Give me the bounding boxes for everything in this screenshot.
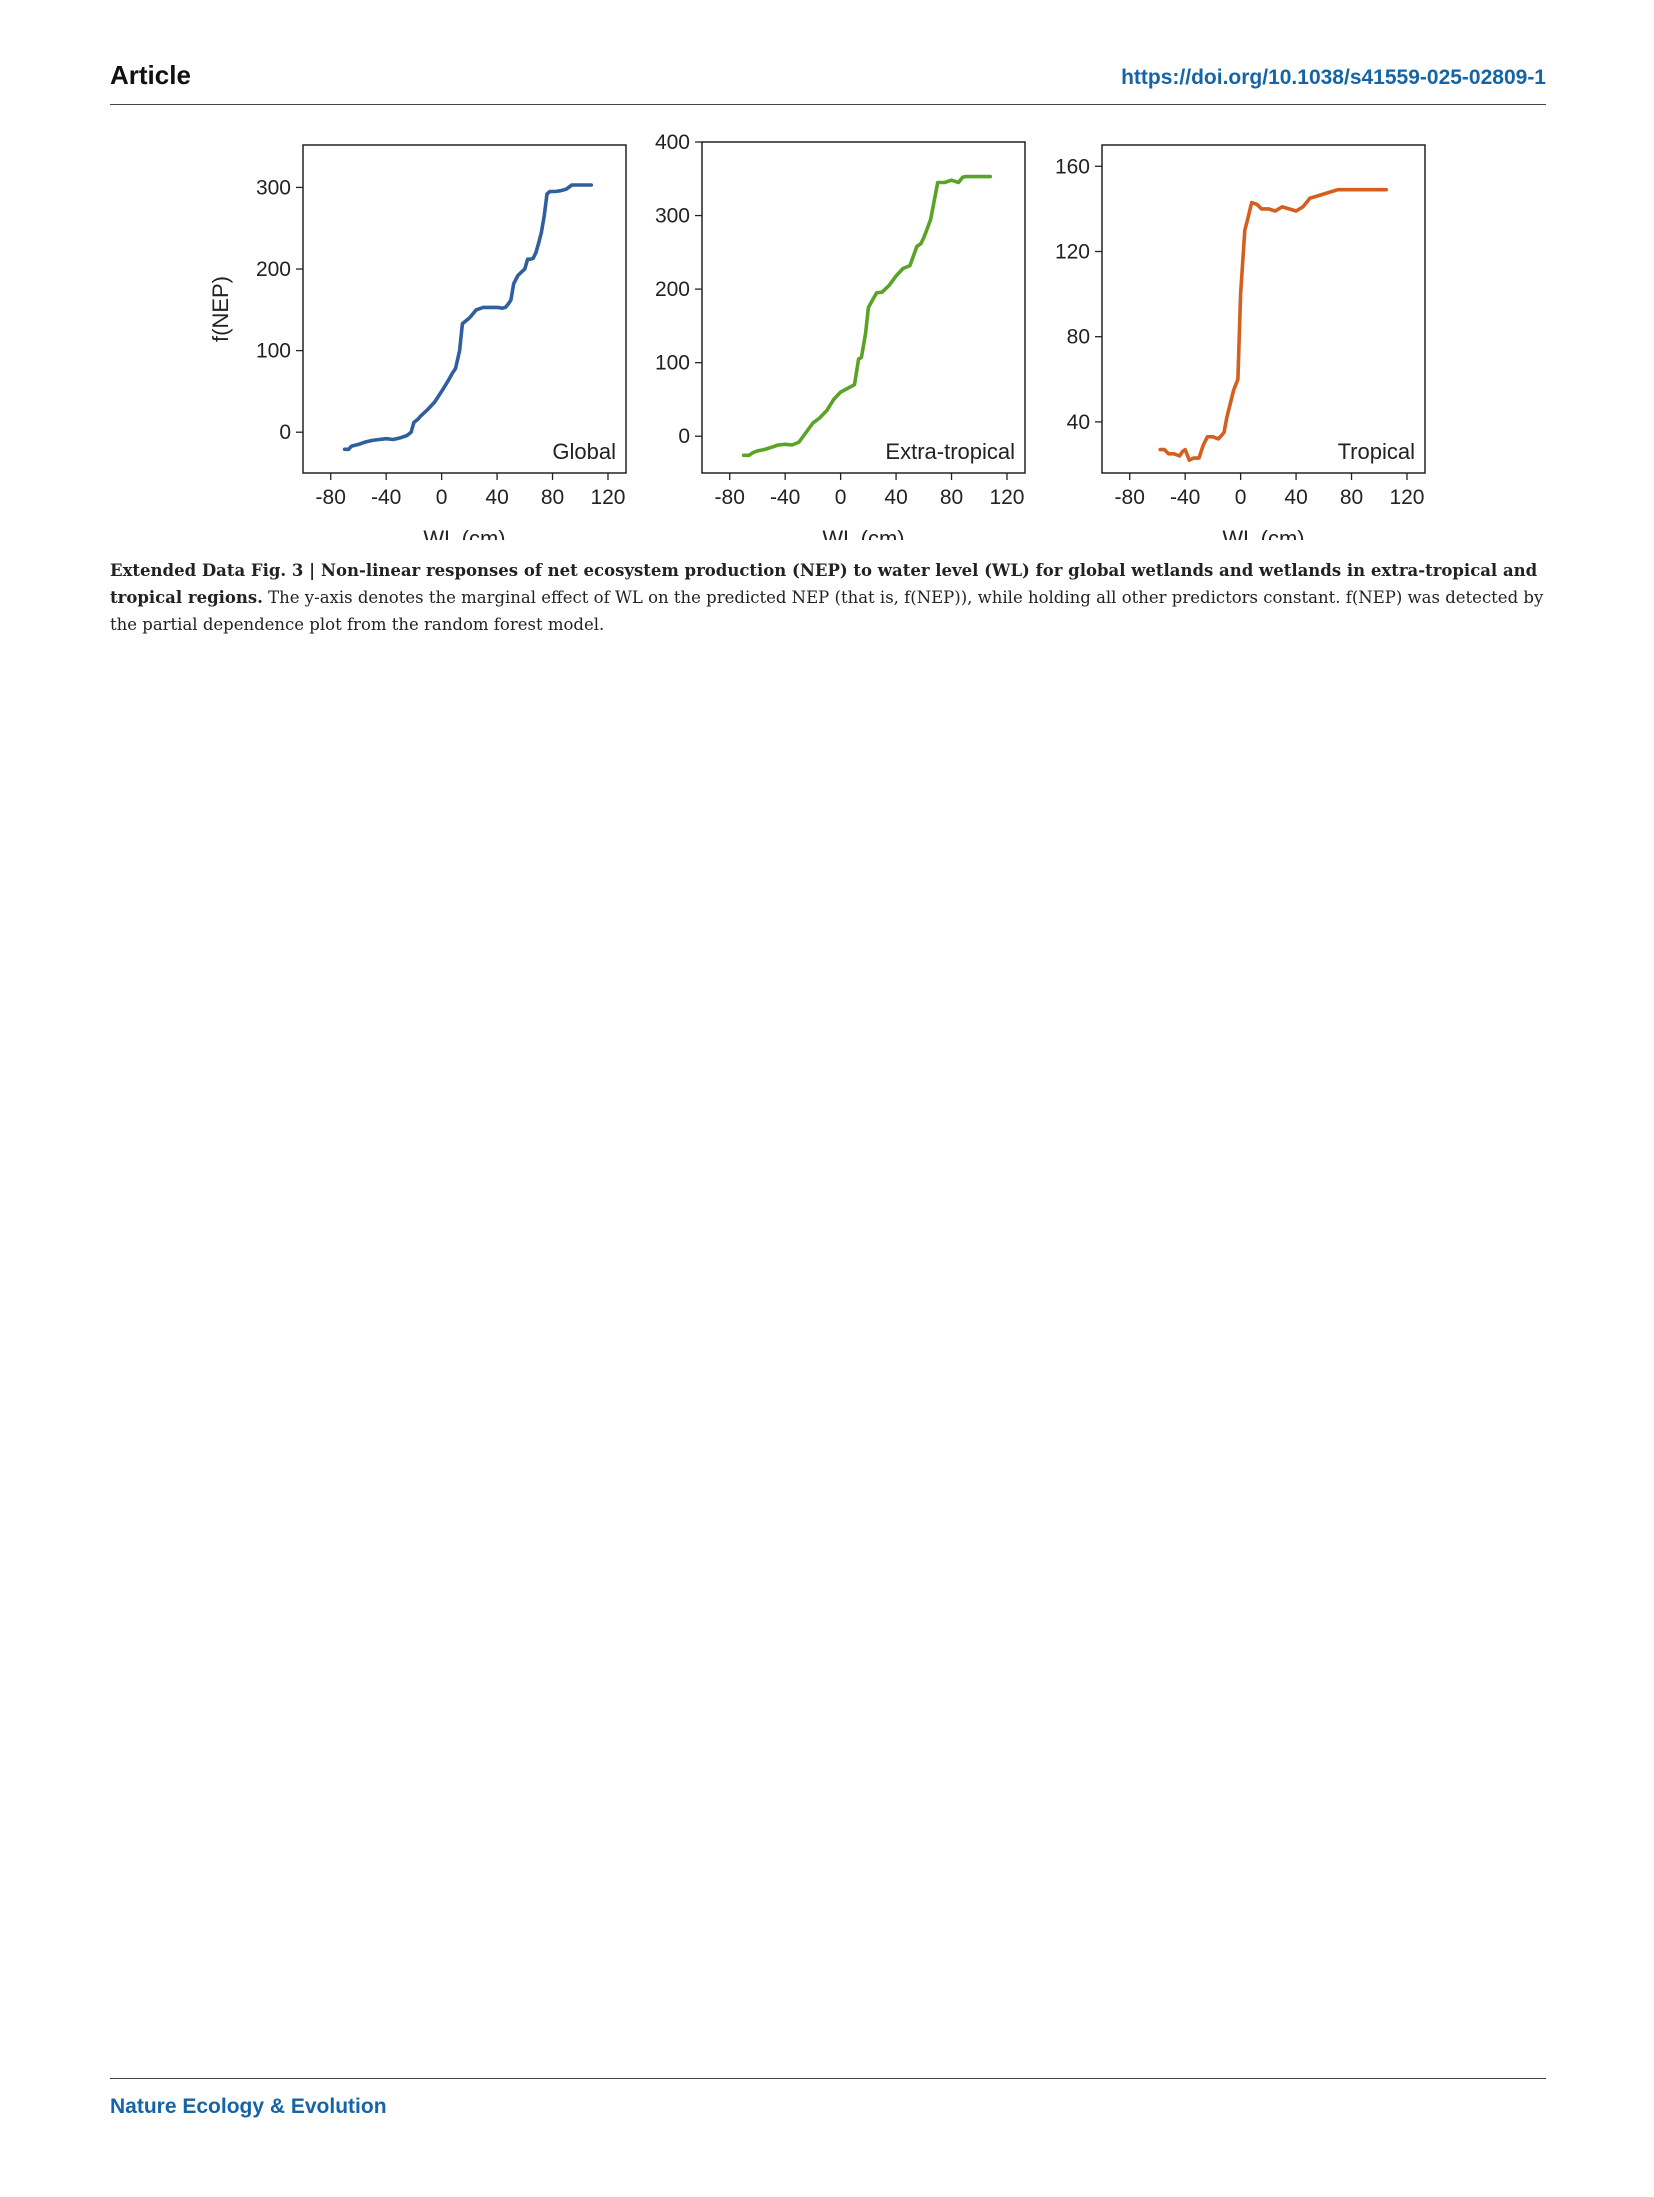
panel-2-x-tick-label: 80: [940, 486, 963, 509]
panel-1-series-line: [342, 183, 594, 452]
panel-2-x-axis-label: WL (cm): [822, 526, 904, 540]
panel-2-y-tick-label: 0: [678, 425, 690, 448]
panel-1-y-axis-label: f(NEP): [208, 276, 233, 342]
journal-name: Nature Ecology & Evolution: [110, 2095, 387, 2118]
doi-link[interactable]: https://doi.org/10.1038/s41559-025-02809…: [1121, 66, 1546, 89]
panel-3-x-tick-label: 80: [1340, 486, 1363, 509]
panel-1-y-tick-label: 300: [256, 176, 291, 199]
panel-1-y-tick-label: 0: [279, 421, 291, 444]
panel-1-x-tick-label: -80: [316, 486, 346, 509]
panel-2-y-tick-label: 400: [655, 131, 690, 154]
panel-3-x-tick-label: -80: [1115, 486, 1145, 509]
caption-lead: Extended Data Fig. 3 | Non-linear respon…: [110, 561, 1538, 607]
panel-2-x-tick-label: -40: [770, 486, 800, 509]
panel-2-panel-label: Extra-tropical: [885, 439, 1015, 464]
panel-2-y-tick-label: 200: [655, 278, 690, 301]
panel-3-y-tick-label: 80: [1067, 326, 1090, 349]
panel-2-x-tick-label: 120: [989, 486, 1024, 509]
page-footer: Nature Ecology & Evolution: [110, 2078, 1546, 2119]
panel-3-y-tick-label: 40: [1067, 411, 1090, 434]
panel-1-x-tick-label: 0: [436, 486, 448, 509]
panel-3-x-tick-label: 120: [1389, 486, 1424, 509]
section-label: Article: [110, 60, 191, 90]
figure-svg: -80 -40 0 40 80 120 0 100 200 300 WL (cm) f(NEP) Glo…: [208, 131, 1426, 551]
panel-1-y-tick-label: 200: [256, 258, 291, 281]
panel-2-x-tick-label: 0: [835, 486, 847, 509]
panel-3-plot-frame: [1101, 144, 1426, 474]
panel-3-x-tick-label: -40: [1170, 486, 1200, 509]
panel-1-x-tick-label: -40: [371, 486, 401, 509]
figure-panels: -80 -40 0 40 80 120 0 100 200 300 WL (cm) f(NEP) Glo…: [190, 120, 1470, 551]
panel-2-x-tick-label: -80: [715, 486, 745, 509]
panel-2-y-tick-label: 300: [655, 205, 690, 228]
figure-caption: Extended Data Fig. 3 | Non-linear respon…: [110, 557, 1546, 638]
caption-body: The y-axis denotes the marginal effect o…: [110, 588, 1544, 634]
panel-2-series-line: [741, 174, 993, 458]
panel-1-x-axis-label: WL (cm): [423, 526, 505, 540]
panel-1-x-tick-label: 120: [590, 486, 625, 509]
panel-1-y-tick-label: 100: [256, 340, 291, 363]
panel-2-y-tick-label: 100: [655, 352, 690, 375]
panel-2-x-tick-label: 40: [884, 486, 907, 509]
panel-1-x-tick-label: 80: [541, 486, 564, 509]
page-header: Article https://doi.org/10.1038/s41559-0…: [110, 58, 1546, 105]
panel-3-x-tick-label: 0: [1235, 486, 1247, 509]
panel-3-series-line: [1158, 187, 1388, 463]
panel-1-panel-label: Global: [552, 439, 616, 464]
panel-3-y-tick-label: 160: [1055, 155, 1090, 178]
panel-1-x-tick-label: 40: [485, 486, 508, 509]
panel-3-x-axis-label: WL (cm): [1222, 526, 1304, 540]
panel-2-plot-frame: [701, 141, 1026, 474]
panel-3-x-tick-label: 40: [1284, 486, 1307, 509]
panel-3-y-tick-label: 120: [1055, 240, 1090, 263]
panel-1-plot-frame: [302, 144, 627, 474]
panel-3-panel-label: Tropical: [1338, 439, 1415, 464]
